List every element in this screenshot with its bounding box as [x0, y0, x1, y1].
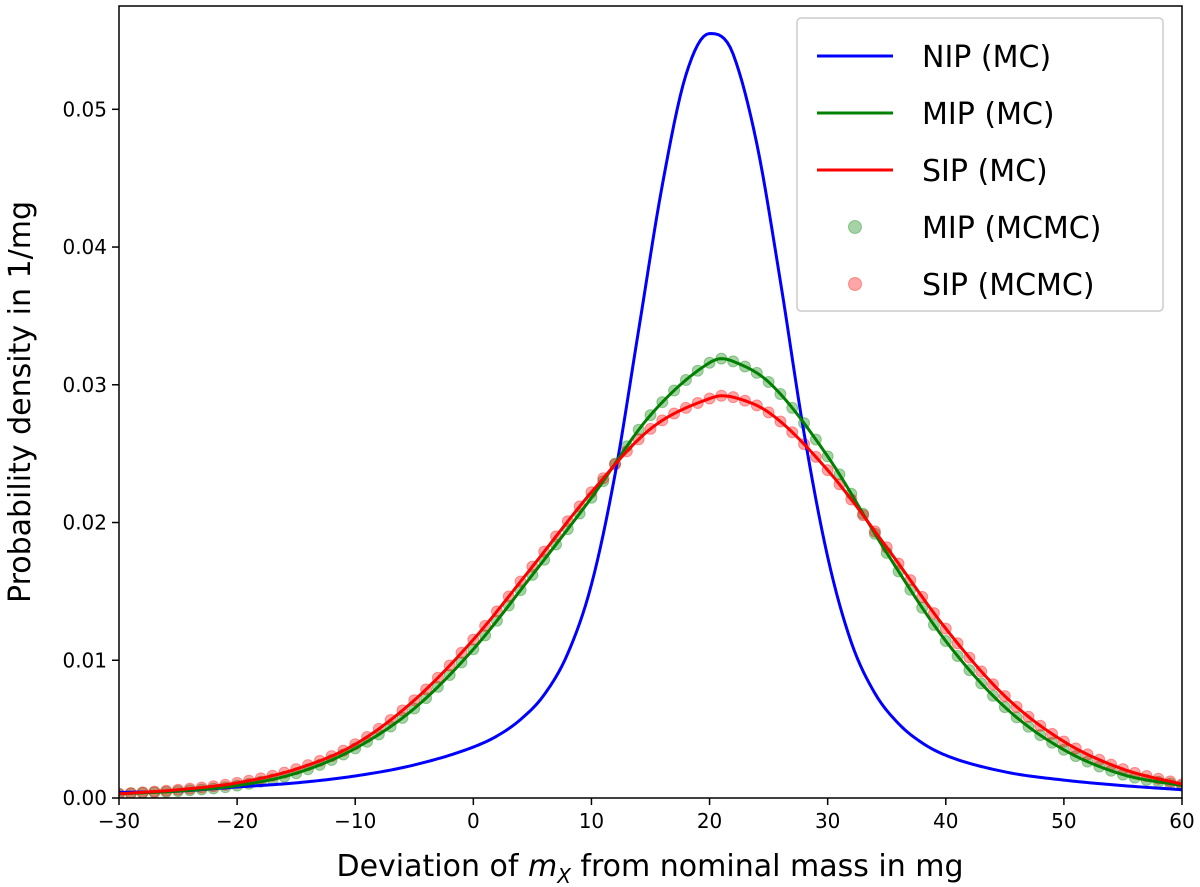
x-tick-label: −10: [334, 809, 376, 833]
y-tick-label: 0.02: [62, 511, 107, 535]
legend-label: MIP (MC): [922, 97, 1055, 132]
legend-entry-mip-mcmc: MIP (MCMC): [848, 211, 1101, 246]
x-tick-label: −30: [98, 809, 140, 833]
legend-swatch: [848, 277, 862, 291]
plot-frame: [118, 5, 1183, 799]
x-tick-label: 50: [1051, 809, 1076, 833]
y-tick-label: 0.00: [62, 786, 107, 810]
y-axis-ticks: 0.00 0.01 0.02 0.03 0.04 0.05: [62, 97, 119, 810]
legend-label: MIP (MCMC): [922, 211, 1101, 246]
x-tick-label: 0: [467, 809, 480, 833]
y-tick-label: 0.01: [62, 648, 107, 672]
legend-box: [796, 17, 1164, 312]
legend-entry-nip-mc: NIP (MC): [817, 40, 1051, 75]
legend-entry-mip-mc: MIP (MC): [817, 97, 1055, 132]
x-axis-ticks: −30 −20 −10 0 10 20 30 40 50 60: [98, 798, 1195, 833]
y-tick-label: 0.05: [62, 97, 107, 121]
legend-entry-sip-mc: SIP (MC): [817, 154, 1048, 189]
series-line-sip-mc: [119, 394, 1182, 796]
y-tick-label: 0.04: [62, 235, 107, 259]
x-tick-label: 10: [579, 809, 604, 833]
x-tick-label: −20: [216, 809, 258, 833]
x-tick-label: 60: [1169, 809, 1194, 833]
x-axis-label: Deviation of mX from nominal mass in mg: [336, 849, 963, 887]
series-line-nip-mc: [119, 32, 1182, 794]
legend-label: SIP (MC): [922, 154, 1048, 189]
legend-swatch: [848, 220, 862, 234]
legend-entry-sip-mcmc: SIP (MCMC): [848, 268, 1095, 303]
legend-label: SIP (MCMC): [922, 268, 1095, 303]
x-tick-label: 40: [933, 809, 958, 833]
series-line-mip-mc: [119, 357, 1182, 796]
x-tick-label: 30: [815, 809, 840, 833]
x-tick-label: 20: [697, 809, 722, 833]
line-layer: [119, 32, 1182, 796]
legend-label: NIP (MC): [922, 40, 1051, 75]
legend: NIP (MC) MIP (MC) SIP (MC) MIP (MCMC) SIP (M…: [796, 17, 1164, 312]
y-axis-label: Probability density in 1/mg: [3, 201, 38, 603]
marker-layer: [119, 352, 1182, 798]
y-tick-label: 0.03: [62, 373, 107, 397]
